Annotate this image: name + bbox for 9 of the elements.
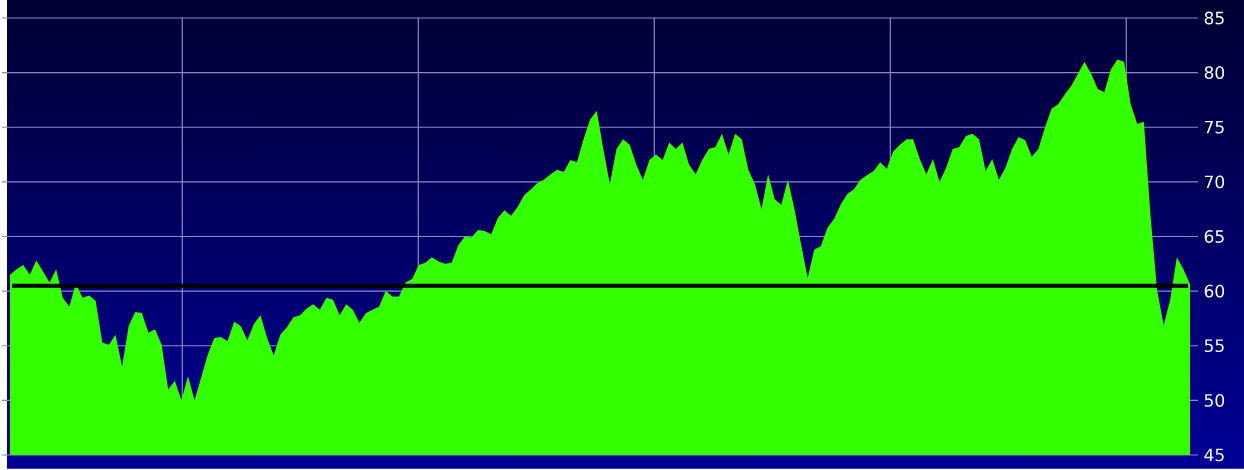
y-tick-label: 65 bbox=[1204, 230, 1224, 243]
y-tick-label: 55 bbox=[1204, 339, 1224, 353]
y-tick-label: 85 bbox=[1204, 11, 1224, 25]
y-tick-label: 70 bbox=[1204, 175, 1225, 189]
y-tick-label: 80 bbox=[1204, 66, 1225, 80]
y-tick-label: 50 bbox=[1204, 393, 1225, 407]
y-tick-label: 60 bbox=[1204, 284, 1225, 298]
y-tick-label: 75 bbox=[1204, 120, 1224, 134]
y-tick-label: 45 bbox=[1204, 448, 1224, 462]
